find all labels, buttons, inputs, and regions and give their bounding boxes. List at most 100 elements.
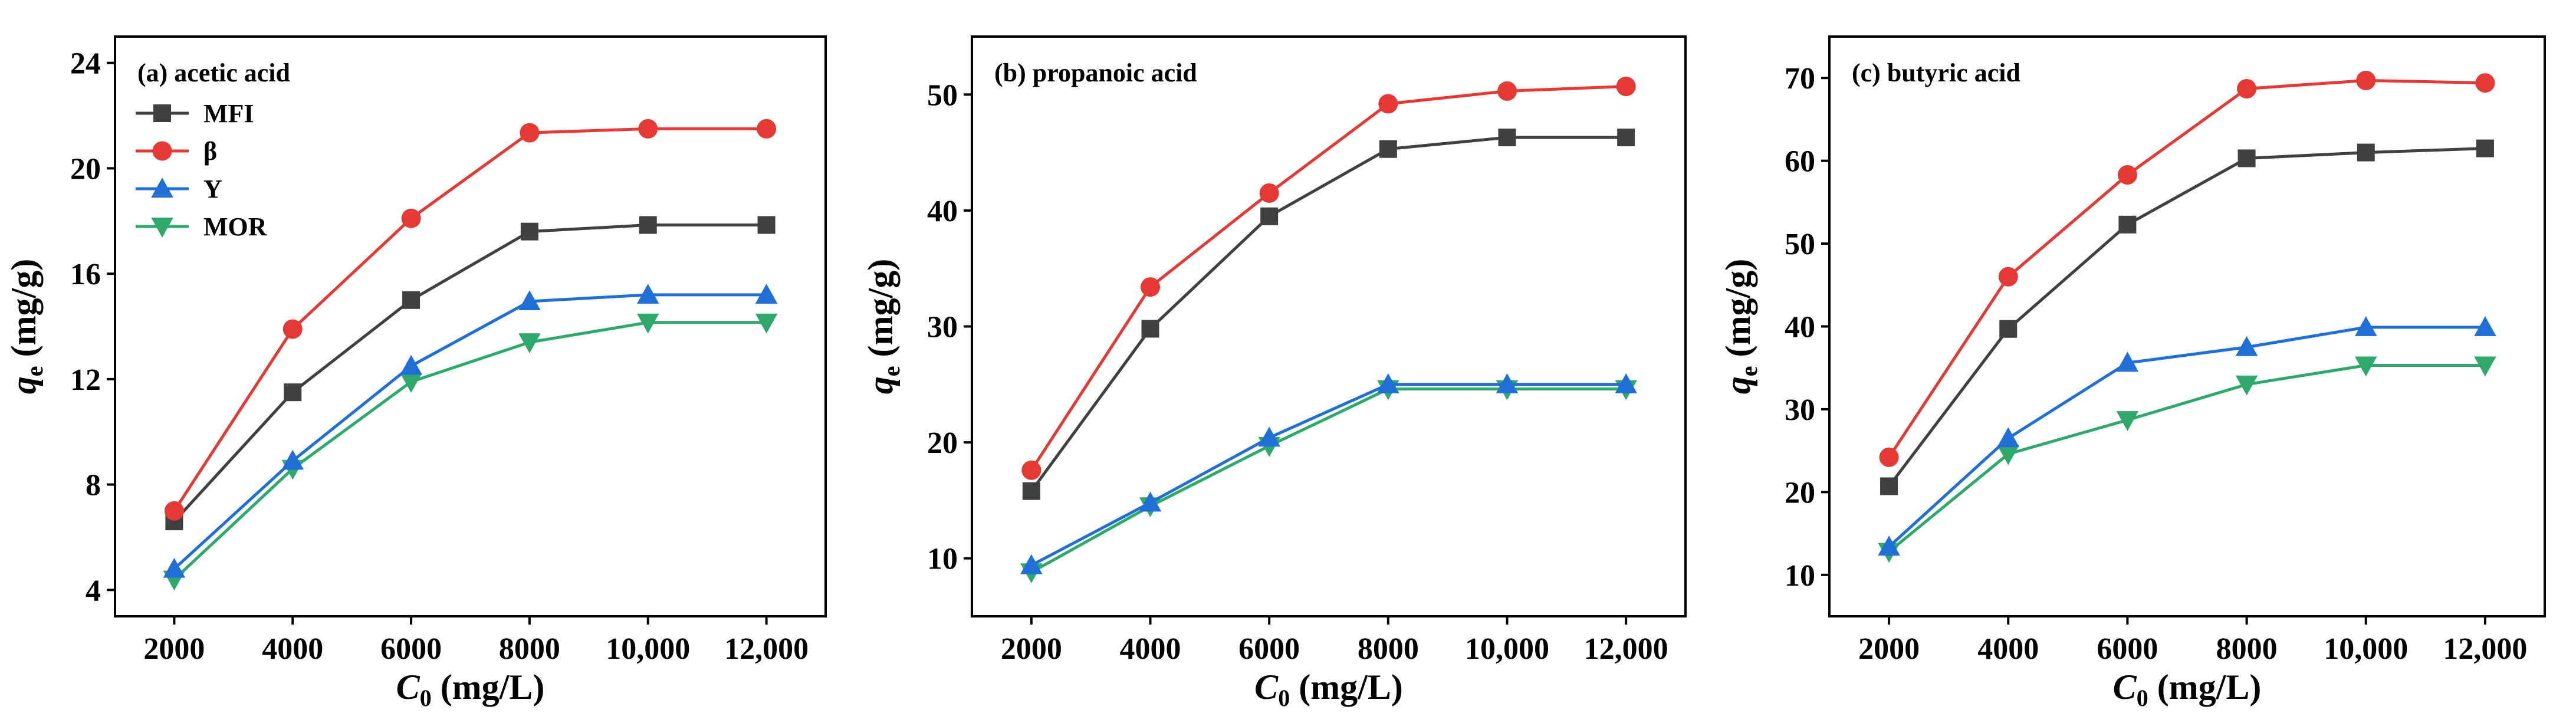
legend-label: MFI <box>203 99 254 128</box>
data-point <box>2355 356 2377 377</box>
x-tick-label: 4000 <box>262 632 323 666</box>
data-point <box>2475 73 2495 93</box>
data-point <box>2474 316 2496 336</box>
y-tick-label: 40 <box>1785 311 1815 344</box>
series-MOR <box>163 313 778 591</box>
data-point <box>755 284 778 304</box>
y-tick-label: 40 <box>927 195 958 228</box>
x-tick-label: 8000 <box>1358 632 1419 666</box>
data-point <box>1997 427 2019 448</box>
y-tick-label: 20 <box>70 152 101 186</box>
series-line <box>1887 78 2485 458</box>
data-point <box>755 313 778 334</box>
legend-marker <box>152 141 172 161</box>
data-point <box>1258 426 1280 447</box>
x-tick-label: 4000 <box>1977 632 2039 666</box>
data-point <box>1997 445 2019 465</box>
data-point <box>2235 375 2258 396</box>
data-point <box>2474 356 2496 377</box>
data-point <box>164 501 184 521</box>
y-axis-label: qe (mg/g) <box>4 259 48 394</box>
y-axis-label: qe (mg/g) <box>1719 259 1762 394</box>
y-tick-label: 20 <box>1785 476 1815 510</box>
series-line <box>1030 85 1627 471</box>
series-Y <box>1878 316 2496 556</box>
data-point <box>2357 143 2375 162</box>
series-MFI <box>165 216 776 531</box>
series-β <box>164 119 777 521</box>
series-line <box>173 223 767 523</box>
data-point <box>757 216 776 234</box>
x-tick-label: 2000 <box>1001 632 1062 666</box>
series-MOR <box>1878 356 2496 563</box>
legend-label: β <box>203 137 217 166</box>
data-point <box>2355 316 2377 336</box>
x-tick-label: 12,000 <box>724 632 809 666</box>
data-point <box>1615 373 1637 393</box>
y-axis-label: qe (mg/g) <box>861 259 905 394</box>
x-tick-label: 6000 <box>2097 632 2158 666</box>
series-line <box>173 293 767 570</box>
series-line <box>1888 147 2486 488</box>
data-point <box>163 557 186 578</box>
data-point <box>638 119 658 139</box>
series-Y <box>163 284 778 578</box>
series-line <box>1888 326 2485 548</box>
x-tick-label: 10,000 <box>606 632 690 666</box>
data-point <box>637 284 659 304</box>
legend-marker <box>151 218 173 238</box>
data-point <box>639 216 657 234</box>
x-tick-label: 10,000 <box>1465 632 1549 666</box>
data-point <box>400 354 422 375</box>
data-point <box>1616 77 1636 97</box>
series-MFI <box>1880 139 2494 495</box>
data-point <box>2116 411 2139 431</box>
x-tick-label: 2000 <box>143 632 205 666</box>
data-point <box>2476 139 2494 157</box>
series-line <box>1030 387 1627 574</box>
series-line <box>1030 136 1627 492</box>
series-line <box>173 321 767 581</box>
data-point <box>2356 70 2376 90</box>
data-point <box>2118 215 2137 234</box>
y-tick-label: 4 <box>86 574 101 607</box>
series-Y <box>1020 373 1637 574</box>
x-tick-label: 6000 <box>380 632 442 666</box>
series-line <box>1030 383 1627 567</box>
series-β <box>1879 70 2495 467</box>
data-point <box>282 319 303 339</box>
y-tick-label: 20 <box>927 426 958 460</box>
data-point <box>1880 477 1898 495</box>
data-point <box>1496 373 1519 393</box>
data-point <box>520 222 538 241</box>
x-axis-label: C0 (mg/L) <box>2113 668 2262 711</box>
y-tick-label: 12 <box>70 363 101 397</box>
y-tick-label: 30 <box>1785 393 1815 427</box>
data-point <box>400 373 422 393</box>
data-point <box>1141 277 1160 297</box>
x-tick-label: 12,000 <box>2443 632 2527 666</box>
data-point <box>1021 460 1041 480</box>
data-point <box>1141 320 1159 338</box>
y-tick-label: 30 <box>927 311 958 344</box>
y-tick-label: 50 <box>927 78 958 112</box>
x-axis-label: C0 (mg/L) <box>1254 668 1403 711</box>
data-point <box>1260 207 1279 225</box>
series-line <box>173 127 767 512</box>
y-tick-label: 10 <box>1785 559 1815 593</box>
series-MFI <box>1022 129 1635 500</box>
data-point <box>2237 78 2257 98</box>
data-point <box>2235 336 2258 356</box>
y-tick-label: 16 <box>70 258 101 291</box>
x-tick-label: 8000 <box>2216 632 2278 666</box>
x-tick-label: 12,000 <box>1584 632 1668 666</box>
x-tick-label: 2000 <box>1858 632 1920 666</box>
data-point <box>402 291 420 309</box>
data-point <box>1379 140 1397 158</box>
data-point <box>1020 554 1043 574</box>
data-point <box>518 333 541 354</box>
chart-panel-2: 2000 4000 6000 8000 10,000 12,000 10 20 30 40 50 C0… <box>861 35 1687 711</box>
legend: MFI βY MOR <box>136 99 268 241</box>
y-tick-label: 70 <box>1785 62 1815 96</box>
